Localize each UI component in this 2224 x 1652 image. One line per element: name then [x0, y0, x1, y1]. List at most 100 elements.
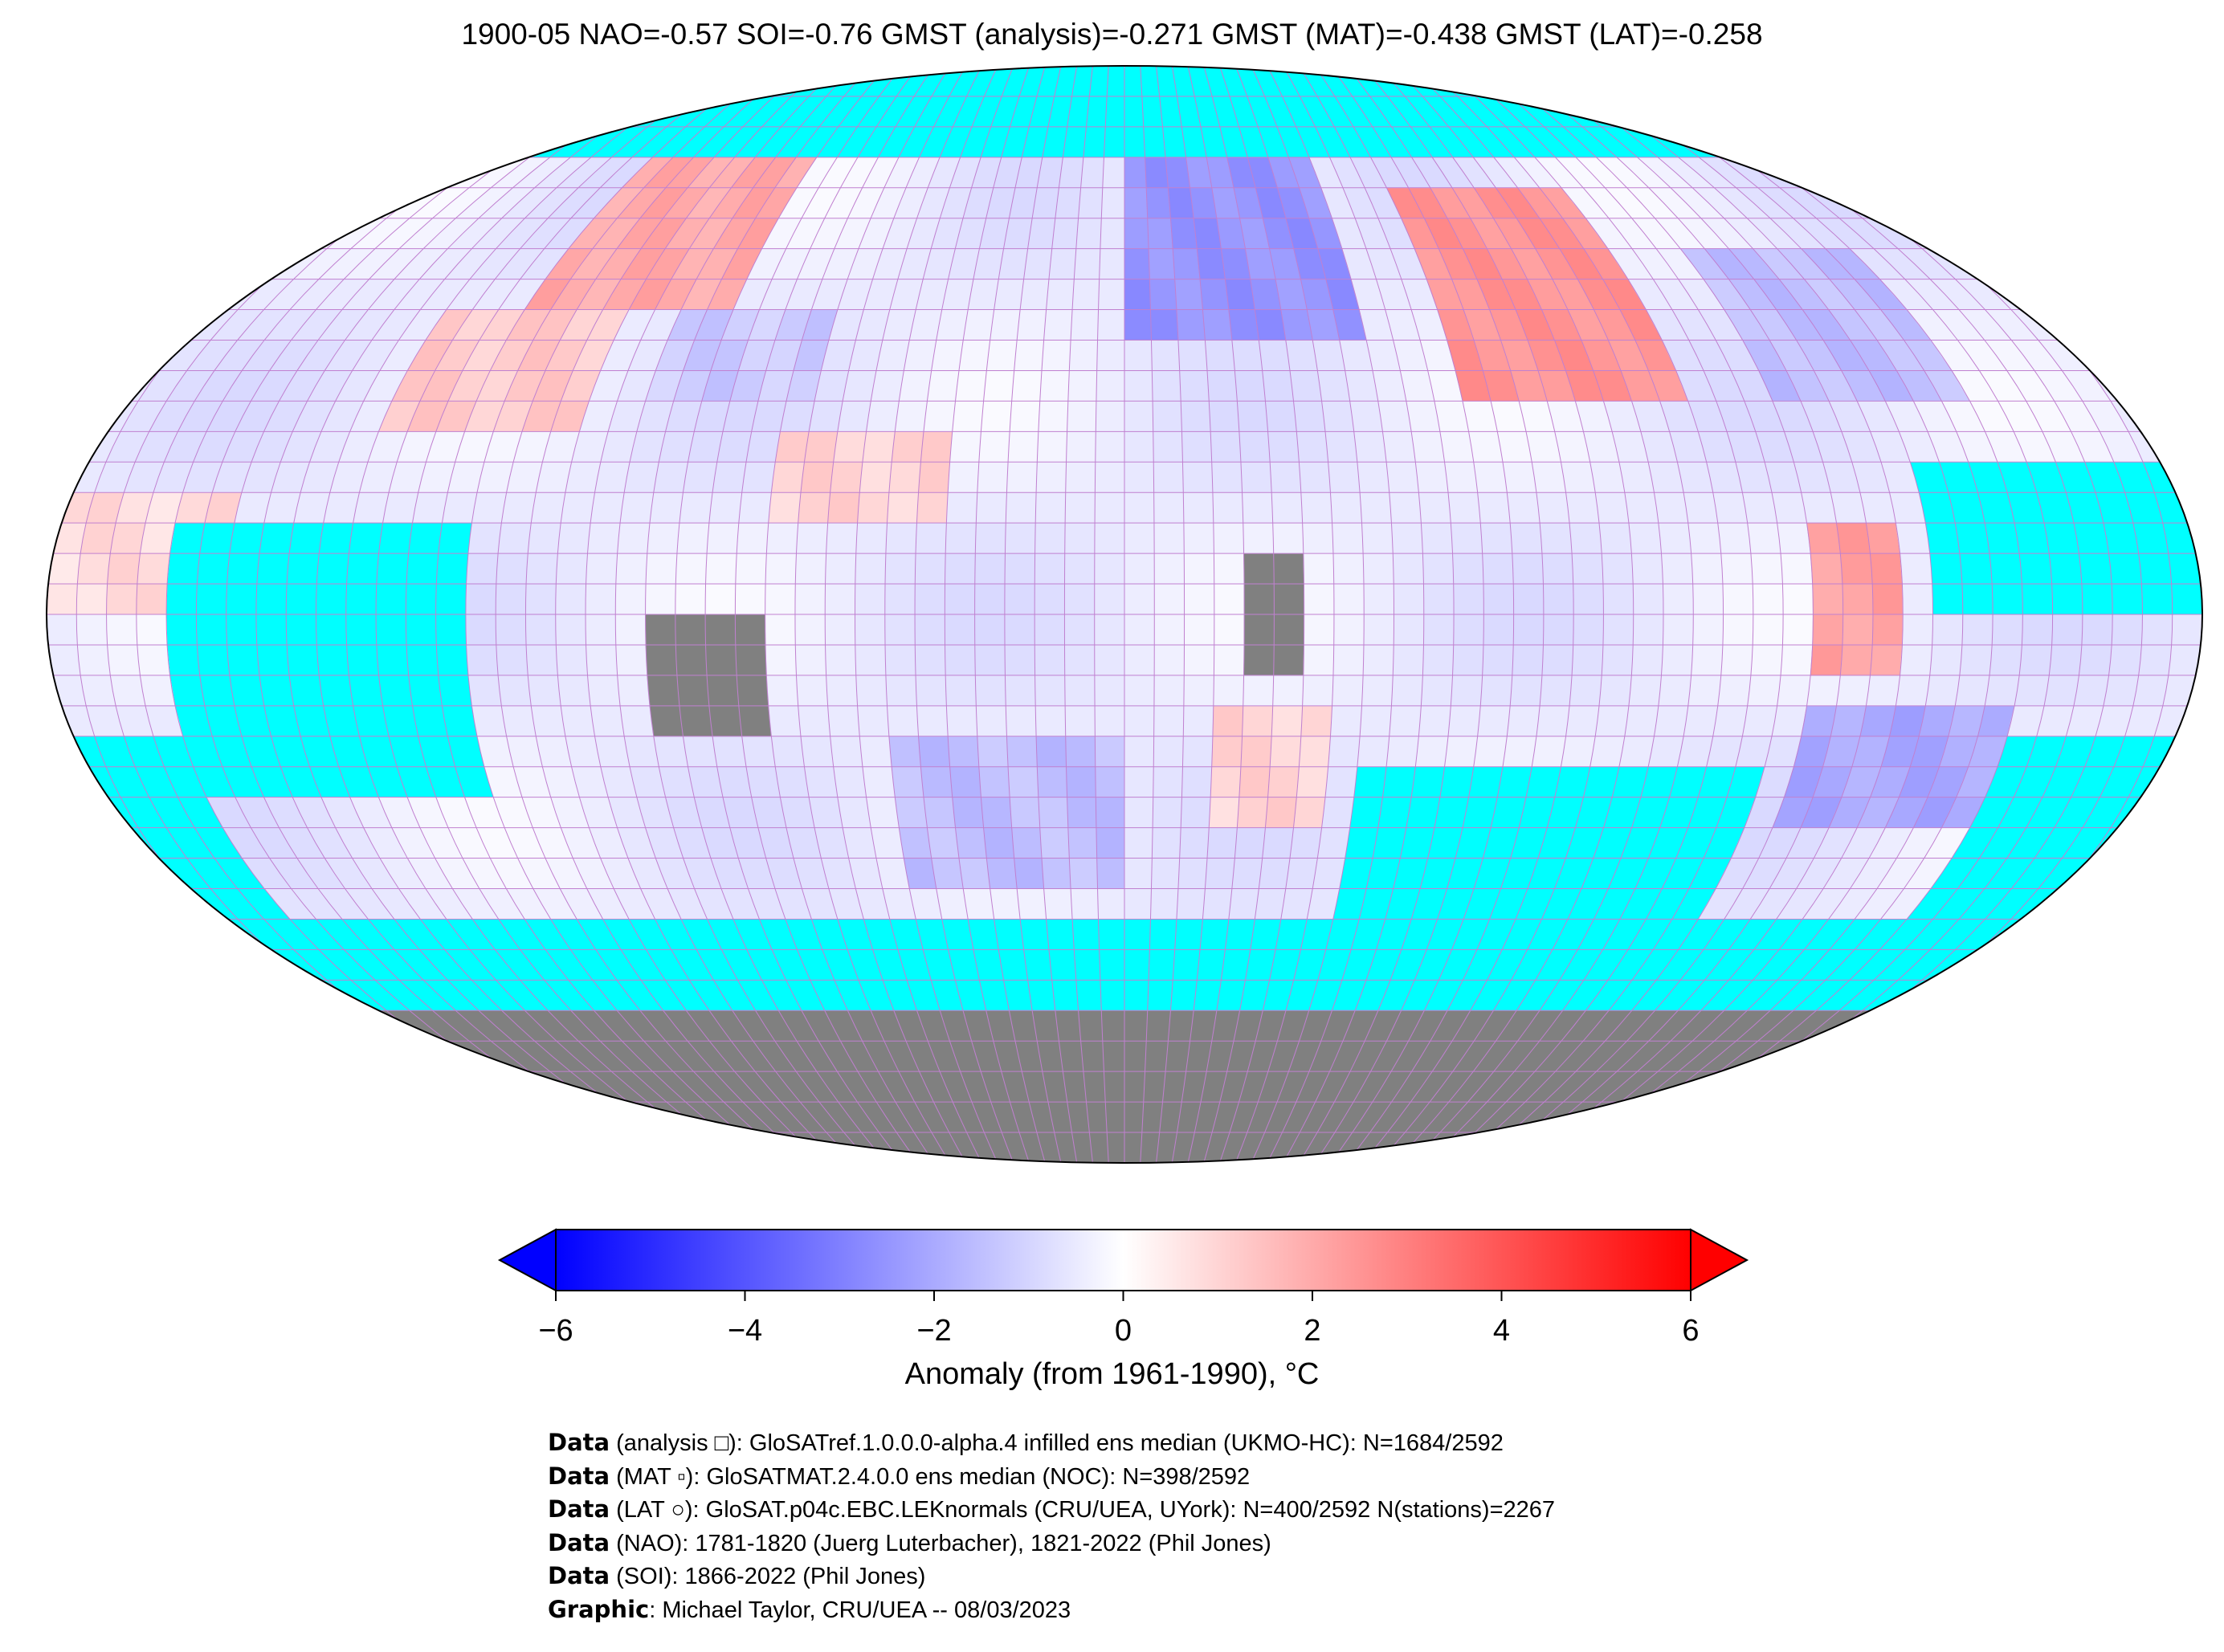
grid-cell [1332, 675, 1364, 707]
grid-cell [958, 340, 991, 371]
grid-cell [1483, 583, 1514, 615]
grid-cell [1661, 553, 1694, 585]
grid-cell [735, 583, 766, 615]
colorbar-tick-label: 0 [1114, 1314, 1132, 1348]
grid-cell [1096, 340, 1125, 371]
grid-cell [1597, 1101, 1660, 1133]
grid-cell [1391, 675, 1423, 707]
grid-cell [914, 614, 945, 646]
grid-cell [1153, 644, 1185, 676]
grid-cell [467, 675, 502, 707]
grid-cell [1479, 522, 1513, 554]
grid-cell [527, 675, 561, 707]
grid-cell [1594, 705, 1630, 737]
grid-cell [735, 644, 767, 676]
grid-cell [1667, 1101, 1736, 1133]
grid-cell [977, 461, 1009, 493]
grid-cell [109, 675, 146, 707]
grid-cell [768, 705, 802, 737]
grid-cell [2171, 614, 2202, 646]
grid-cell [1239, 431, 1271, 463]
grid-cell [555, 553, 588, 585]
grid-cell [774, 766, 810, 797]
colorbar-tick-label: −4 [727, 1314, 763, 1348]
grid-cell [978, 766, 1010, 797]
grid-cell [1262, 827, 1294, 859]
grid-cell [1299, 736, 1331, 768]
grid-cell [1239, 766, 1271, 797]
grid-cell [587, 522, 621, 554]
grid-cell [706, 675, 740, 707]
grid-cell [1005, 492, 1037, 524]
grid-cell [1208, 401, 1240, 432]
grid-cell [1007, 431, 1039, 463]
grid-cell [914, 553, 946, 585]
grid-cell [1265, 401, 1297, 432]
grid-cell [1097, 888, 1125, 920]
grid-cell [947, 461, 980, 493]
grid-cell [888, 461, 921, 493]
grid-cell [1866, 187, 1932, 219]
grid-cell [1095, 797, 1125, 828]
grid-cell [1870, 553, 1903, 585]
grid-cell [1452, 644, 1484, 676]
grid-cell [888, 736, 921, 768]
grid-cell [1225, 279, 1255, 310]
grid-cell [1180, 797, 1211, 828]
grid-cell [705, 553, 737, 585]
grid-cell [985, 340, 1018, 371]
grid-cell [765, 644, 797, 676]
grid-cell [1036, 766, 1067, 797]
grid-cell [1289, 370, 1322, 402]
grid-cell [1036, 431, 1067, 463]
grid-cell [683, 736, 718, 768]
grid-cell [495, 614, 527, 646]
grid-cell [1750, 644, 1783, 676]
grid-cell [1041, 858, 1071, 889]
grid-cell [1172, 248, 1201, 279]
grid-cell [884, 614, 916, 646]
grid-cell [855, 553, 887, 585]
grid-cell [1602, 614, 1634, 646]
grid-cell [1720, 553, 1753, 585]
grid-cell [1836, 675, 1871, 707]
map-outline [46, 65, 2203, 1164]
grid-cell [962, 888, 994, 920]
grid-cell [1273, 614, 1304, 646]
grid-cell [528, 1132, 602, 1163]
grid-cell [1357, 461, 1390, 493]
credit-label: Data [548, 1495, 610, 1523]
grid-cell [532, 1101, 600, 1133]
grid-cell [107, 644, 141, 676]
grid-cell [1273, 644, 1304, 676]
grid-cell [708, 492, 743, 524]
grid-cell [1019, 279, 1050, 310]
grid-cell [920, 766, 953, 797]
grid-cell [1067, 797, 1097, 828]
grid-cell [1393, 614, 1425, 646]
colorbar-tick-label: −2 [916, 1314, 952, 1348]
grid-cell [1214, 644, 1245, 676]
grid-cell [1571, 553, 1604, 585]
grid-cell [741, 461, 776, 493]
grid-cell [590, 492, 625, 524]
grid-cell [500, 705, 537, 737]
grid-cell [1601, 553, 1634, 585]
grid-cell [1124, 766, 1154, 797]
grid-cell [1349, 401, 1383, 432]
grid-cell [962, 309, 994, 341]
grid-cell [1330, 492, 1362, 524]
grid-cell [109, 522, 146, 554]
grid-cell [437, 1101, 512, 1133]
grid-cell [1747, 675, 1781, 707]
grid-cell [475, 1101, 547, 1133]
grid-cell [471, 492, 507, 524]
data-credits: Data (analysis □): GloSATref.1.0.0.0-alp… [548, 1426, 1555, 1626]
grid-cell [1098, 279, 1125, 310]
grid-cell [1332, 644, 1365, 676]
credit-line: Graphic: Michael Taylor, CRU/UEA -- 08/0… [548, 1593, 1555, 1627]
credit-label: Data [548, 1462, 610, 1490]
grid-cell [1124, 705, 1155, 737]
grid-cell [617, 675, 651, 707]
grid-cell [804, 431, 839, 463]
